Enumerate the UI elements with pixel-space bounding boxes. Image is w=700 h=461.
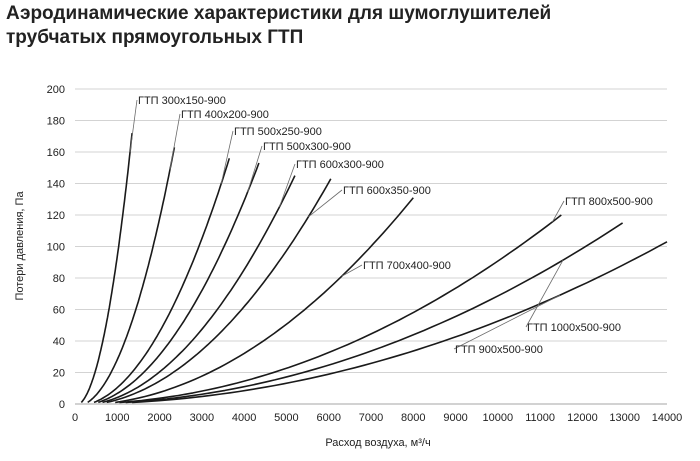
series-line-4 <box>102 175 296 404</box>
series-label-0: ГТП 300x150-900 <box>138 95 226 107</box>
x-tick-label: 7000 <box>359 412 383 424</box>
x-tick-label: 13000 <box>609 412 640 424</box>
series-label-1: ГТП 400x200-900 <box>181 109 269 121</box>
leader-line-0 <box>129 99 138 153</box>
series-labels: ГТП 300x150-900 ГТП 400x200-900 ГТП 500x25… <box>129 95 653 356</box>
x-tick-label: 9000 <box>443 412 467 424</box>
leader-line-6 <box>341 264 363 277</box>
leader-line-9 <box>453 294 561 350</box>
series-label-6: ГТП 700x400-900 <box>363 260 451 272</box>
series-label-8: ГТП 1000x500-900 <box>527 322 621 334</box>
series-label-2: ГТП 500x250-900 <box>234 126 322 138</box>
x-tick-label: 4000 <box>232 412 256 424</box>
y-tick-label: 40 <box>53 336 65 348</box>
series-line-8 <box>125 222 624 404</box>
grid-lines <box>75 88 667 373</box>
series-line-0 <box>80 133 133 403</box>
y-tick-label: 180 <box>47 116 65 128</box>
x-tick-label: 11000 <box>525 412 555 424</box>
series-label-5: ГТП 600x350-900 <box>343 185 431 197</box>
series-line-3 <box>98 162 260 404</box>
leader-line-3 <box>247 145 263 192</box>
leader-line-7 <box>552 200 565 223</box>
leader-line-1 <box>169 113 181 170</box>
y-tick-label: 120 <box>47 210 65 222</box>
series-line-9 <box>132 241 668 404</box>
y-tick-label: 80 <box>53 273 65 285</box>
series-label-7: ГТП 800x500-900 <box>565 196 653 208</box>
series-label-3: ГТП 500x300-900 <box>263 141 351 153</box>
x-tick-label: 1000 <box>105 412 129 424</box>
series-line-1 <box>87 147 176 404</box>
y-axis-label: Потери давления, Па <box>14 191 26 301</box>
y-tick-label: 160 <box>47 147 65 159</box>
x-axis-label: Расход воздуха, м³/ч <box>325 437 430 449</box>
series-line-7 <box>119 214 562 404</box>
y-tick-label: 60 <box>53 305 65 317</box>
series-line-6 <box>115 197 414 404</box>
chart-title-line-1: Аэродинамические характеристики для шумо… <box>6 3 552 24</box>
series-line-2 <box>93 158 231 404</box>
y-tick-label: 20 <box>53 368 65 380</box>
leader-line-2 <box>220 130 234 184</box>
y-tick-label: 140 <box>47 179 65 191</box>
y-tick-label: 200 <box>47 84 65 96</box>
leader-line-5 <box>308 189 343 218</box>
series-label-4: ГТП 600x300-900 <box>296 159 384 171</box>
chart-title: Аэродинамические характеристики для шумо… <box>6 2 696 50</box>
series-curves <box>80 133 668 404</box>
x-tick-label: 2000 <box>147 412 171 424</box>
x-tick-label: 3000 <box>190 412 214 424</box>
series-label-9: ГТП 900x500-900 <box>455 344 543 356</box>
x-tick-label: 12000 <box>567 412 598 424</box>
x-tick-label: 10000 <box>483 412 514 424</box>
x-tick-label: 0 <box>72 412 78 424</box>
series-line-5 <box>106 178 332 404</box>
y-tick-label: 100 <box>47 242 65 254</box>
x-tick-label: 6000 <box>316 412 340 424</box>
x-tick-label: 14000 <box>652 412 683 424</box>
chart-title-line-2: трубчатых прямоугольных ГТП <box>6 27 304 48</box>
x-tick-label: 5000 <box>274 412 298 424</box>
y-tick-label: 0 <box>59 399 65 411</box>
leader-line-4 <box>279 163 296 207</box>
x-tick-label: 8000 <box>401 412 425 424</box>
leader-line-8 <box>525 259 564 328</box>
